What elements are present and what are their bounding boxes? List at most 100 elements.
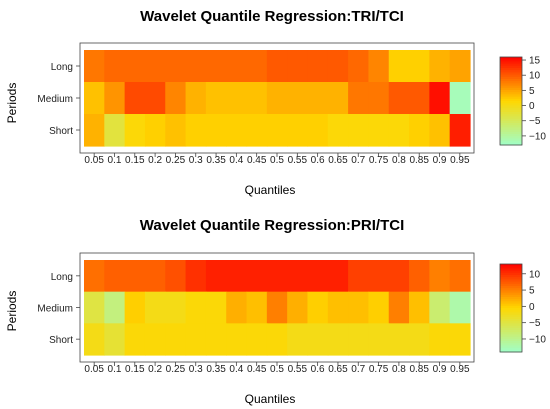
colorbar-swatch [500,332,522,335]
heatmap-cell-medium-0.6 [307,82,329,115]
heatmap-cell-medium-0.2 [144,82,166,115]
x-tick-label: 0.75 [369,155,389,166]
heatmap-cell-short-0.85 [409,114,430,147]
colorbar-swatch [500,59,522,62]
colorbar-swatch [500,279,522,283]
heatmap-cell-short-0.4 [226,114,248,147]
colorbar-tick-label: 5 [529,86,535,97]
x-tick-label: 0.8 [392,155,406,166]
heatmap-cell-medium-0.1 [104,82,126,115]
colorbar-swatch [500,107,522,111]
colorbar-tick-label: −10 [529,334,546,345]
heatmap-cell-medium-0.3 [185,291,207,324]
heatmap-cell-short-0.8 [388,114,410,147]
y-tick-label: Medium [37,94,73,105]
heatmap-cell-medium-0.75 [368,291,390,324]
colorbar-tick-label: 5 [529,286,535,297]
colorbar-swatch [500,312,522,316]
y-tick-label: Medium [37,304,73,315]
colorbar-swatch [500,321,522,324]
x-tick-label: 0.65 [328,155,348,166]
colorbar-frame [499,56,523,146]
heatmap-cell-long-0.3 [185,260,207,293]
heatmap-cell-short-0.3 [185,114,207,147]
heatmap-cell-short-0.25 [165,323,187,356]
colorbar-swatch [500,343,522,346]
colorbar-swatch [500,96,522,100]
colorbar-swatch [500,301,522,305]
colorbar-swatch [500,70,522,73]
heatmap-cell-long-0.35 [205,50,227,83]
colorbar-swatch [500,72,522,76]
heatmap-cell-medium-0.55 [287,291,309,324]
heatmap-cell-medium-0.8 [388,82,410,115]
heatmap-cell-medium-0.65 [327,82,349,115]
heatmap-cell-short-0.1 [104,114,126,147]
colorbar-swatch [500,101,522,104]
heatmap-cell-long-0.5 [266,50,288,83]
heatmap-cells [84,50,471,147]
heatmap-cell-long-0.2 [144,260,166,293]
heatmap-cell-medium-0.65 [327,291,349,324]
heatmap-panel-pri-tci: Wavelet Quantile Regression:PRI/TCI Quan… [5,217,546,406]
colorbar-swatch [500,85,522,89]
heatmap-cell-short-0.15 [124,114,146,147]
heatmap-cell-long-0.45 [246,50,268,83]
x-tick-label: 0.9 [433,364,447,375]
colorbar-frame [499,263,523,353]
x-tick-label: 0.35 [206,364,226,375]
colorbar-swatch [500,65,522,69]
colorbar-swatch [500,105,522,109]
heatmap-cell-long-0.9 [429,260,451,293]
colorbar-swatch [500,319,522,322]
x-tick-label: 0.75 [369,364,389,375]
colorbar-tick-label: 0 [529,302,535,313]
colorbar-swatch [500,330,522,333]
heatmap-cell-short-0.45 [246,323,268,356]
colorbar-swatch [500,327,522,331]
x-tick-label: 0.45 [247,155,267,166]
heatmap-cell-short-0.2 [144,323,166,356]
colorbar-swatch [500,57,522,60]
colorbar-tick-label: −5 [529,318,541,329]
colorbar-tick-label: −5 [529,116,541,127]
x-tick-label: 0.1 [108,364,122,375]
colorbar-swatch [500,136,522,139]
heatmap-cell-medium-0.25 [165,82,187,115]
x-tick-label: 0.7 [351,364,365,375]
heatmap-cell-short-0.9 [429,323,451,356]
x-tick-label: 0.35 [206,155,226,166]
x-tick-label: 0.55 [288,155,308,166]
heatmap-cell-short-0.7 [348,323,370,356]
heatmap-cell-medium-0.95 [449,291,471,324]
x-tick-label: 0.1 [108,155,122,166]
heatmap-cell-short-0.75 [368,323,390,356]
colorbar-swatch [500,266,522,269]
x-tick-label: 0.3 [189,155,203,166]
heatmap-cell-medium-0.7 [348,82,370,115]
x-ticks: 0.05 0.1 0.15 0.2 0.25 0.3 0.35 0.4 0.45 0.5 0.55 0… [84,153,470,166]
colorbar-swatch [500,303,522,307]
y-tick-label: Short [49,126,73,137]
heatmap-cell-medium-0.25 [165,291,187,324]
x-tick-label: 0.85 [409,364,429,375]
heatmap-cell-long-0.6 [307,50,329,83]
colorbar-swatch [500,134,522,137]
colorbar-swatch [500,308,522,311]
heatmap-cell-short-0.65 [327,323,349,356]
heatmap-cell-medium-0.9 [429,291,451,324]
colorbar-tick-label: −10 [529,131,546,142]
x-tick-label: 0.15 [125,364,145,375]
heatmap-cell-long-0.75 [368,260,390,293]
colorbar-swatch [500,123,522,126]
heatmap-cell-short-0.5 [266,114,288,147]
heatmap-cell-short-0.05 [84,323,105,356]
x-tick-label: 0.6 [311,155,325,166]
colorbar-swatch [500,61,522,65]
x-tick-label: 0.8 [392,364,406,375]
heatmap-cell-short-0.6 [307,323,329,356]
heatmap-cell-long-0.4 [226,260,248,293]
colorbar-swatch [500,277,522,280]
colorbar-swatch [500,140,522,144]
